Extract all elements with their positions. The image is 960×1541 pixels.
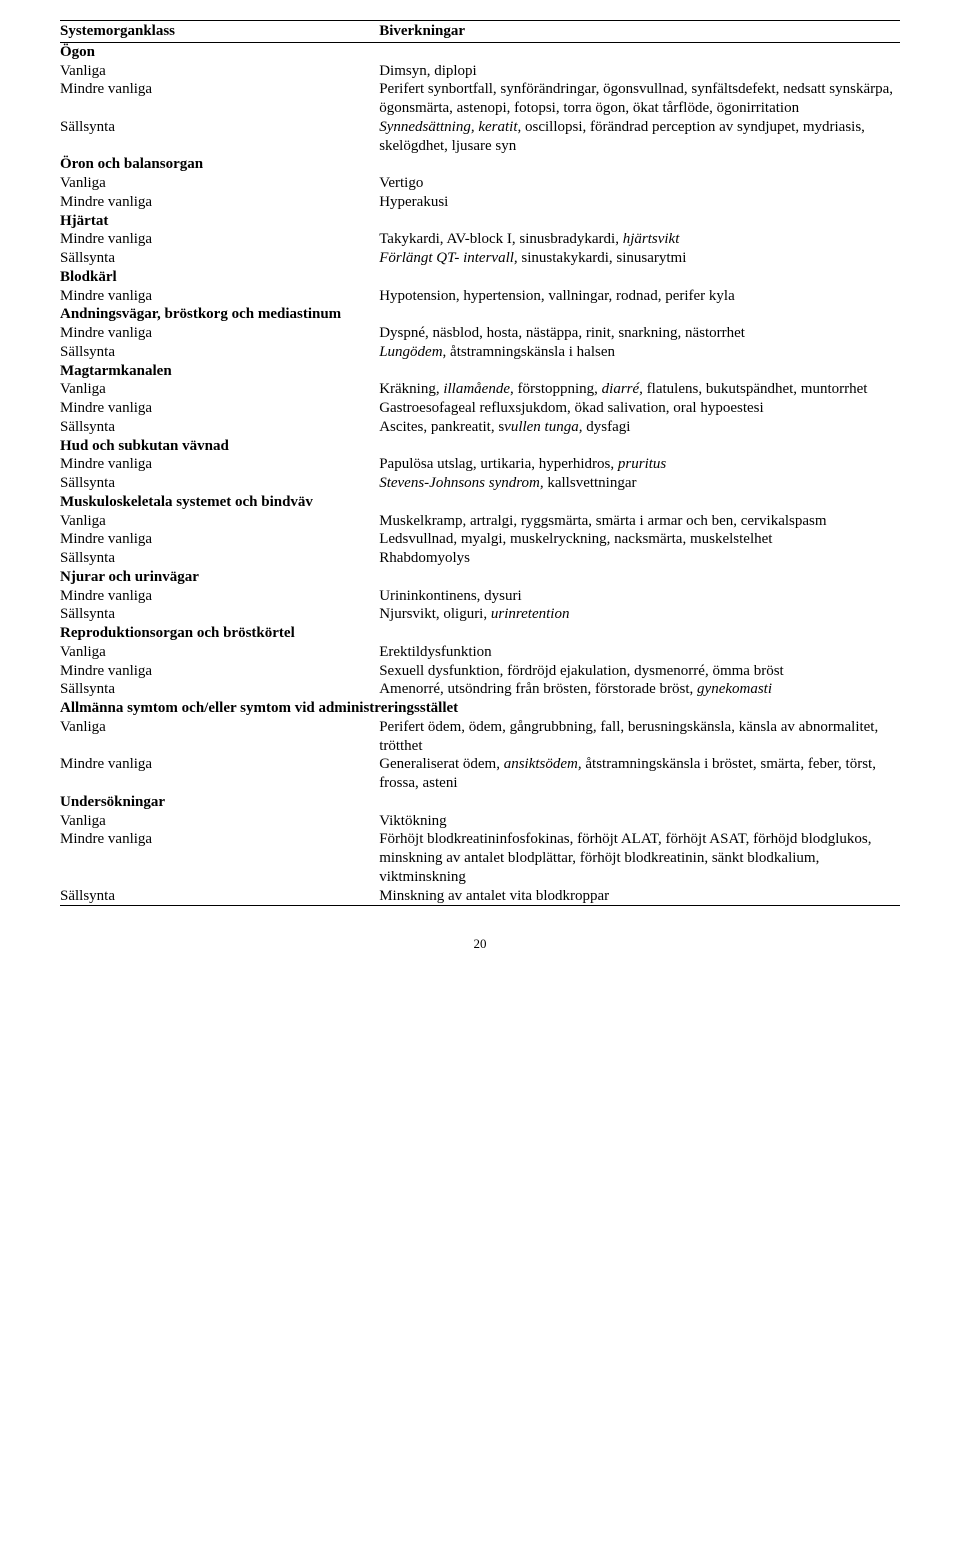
freq-text: Stevens-Johnsons syndrom, kallsvettninga… xyxy=(379,474,900,493)
freq-label: Sällsynta xyxy=(60,680,379,699)
freq-text: Perifert synbortfall, synförändringar, ö… xyxy=(379,80,900,118)
freq-label: Mindre vanliga xyxy=(60,230,379,249)
freq-text: Vertigo xyxy=(379,174,900,193)
freq-text: Ascites, pankreatit, svullen tunga, dysf… xyxy=(379,418,900,437)
freq-text: Förhöjt blodkreatininfosfokinas, förhöjt… xyxy=(379,830,900,886)
section-ogon: Ögon xyxy=(60,42,900,61)
freq-text: Gastroesofageal refluxsjukdom, ökad sali… xyxy=(379,399,900,418)
freq-label: Vanliga xyxy=(60,718,379,756)
section-muskul: Muskuloskeletala systemet och bindväv xyxy=(60,493,900,512)
freq-text: Sexuell dysfunktion, fördröjd ejakulatio… xyxy=(379,662,900,681)
section-njurar: Njurar och urinvägar xyxy=(60,568,900,587)
freq-text: Erektildysfunktion xyxy=(379,643,900,662)
page-number: 20 xyxy=(60,936,900,952)
freq-text: Kräkning, illamående, förstoppning, diar… xyxy=(379,380,900,399)
section-oron: Öron och balansorgan xyxy=(60,155,900,174)
section-blodkarl: Blodkärl xyxy=(60,268,900,287)
freq-text: Njursvikt, oliguri, urinretention xyxy=(379,605,900,624)
freq-label: Sällsynta xyxy=(60,887,379,906)
freq-text: Rhabdomyolys xyxy=(379,549,900,568)
freq-text: Urininkontinens, dysuri xyxy=(379,587,900,606)
freq-text: Dimsyn, diplopi xyxy=(379,62,900,81)
freq-label: Sällsynta xyxy=(60,605,379,624)
freq-label: Mindre vanliga xyxy=(60,287,379,306)
freq-text: Takykardi, AV-block I, sinusbradykardi, … xyxy=(379,230,900,249)
freq-label: Sällsynta xyxy=(60,418,379,437)
freq-text: Synnedsättning, keratit, oscillopsi, för… xyxy=(379,118,900,156)
freq-text: Muskelkramp, artralgi, ryggsmärta, smärt… xyxy=(379,512,900,531)
freq-text: Lungödem, åtstramningskänsla i halsen xyxy=(379,343,900,362)
freq-label: Mindre vanliga xyxy=(60,399,379,418)
freq-text: Amenorré, utsöndring från brösten, först… xyxy=(379,680,900,699)
freq-label: Vanliga xyxy=(60,812,379,831)
freq-text: Viktökning xyxy=(379,812,900,831)
freq-text: Dyspné, näsblod, hosta, nästäppa, rinit,… xyxy=(379,324,900,343)
freq-label: Mindre vanliga xyxy=(60,80,379,118)
freq-text: Ledsvullnad, myalgi, muskelryckning, nac… xyxy=(379,530,900,549)
freq-text: Hyperakusi xyxy=(379,193,900,212)
section-hud: Hud och subkutan vävnad xyxy=(60,437,900,456)
freq-label: Mindre vanliga xyxy=(60,324,379,343)
section-reprod: Reproduktionsorgan och bröstkörtel xyxy=(60,624,900,643)
freq-text: Hypotension, hypertension, vallningar, r… xyxy=(379,287,900,306)
freq-label: Mindre vanliga xyxy=(60,587,379,606)
freq-label: Vanliga xyxy=(60,512,379,531)
section-hjartat: Hjärtat xyxy=(60,212,900,231)
section-undersok: Undersökningar xyxy=(60,793,900,812)
freq-label: Vanliga xyxy=(60,62,379,81)
freq-label: Mindre vanliga xyxy=(60,755,379,793)
freq-label: Mindre vanliga xyxy=(60,193,379,212)
freq-label: Sällsynta xyxy=(60,474,379,493)
header-col1: Systemorganklass xyxy=(60,21,379,43)
freq-label: Mindre vanliga xyxy=(60,455,379,474)
freq-label: Sällsynta xyxy=(60,118,379,156)
section-magtarm: Magtarmkanalen xyxy=(60,362,900,381)
section-allman: Allmänna symtom och/eller symtom vid adm… xyxy=(60,699,900,718)
freq-label: Vanliga xyxy=(60,643,379,662)
freq-text: Papulösa utslag, urtikaria, hyperhidros,… xyxy=(379,455,900,474)
freq-label: Sällsynta xyxy=(60,549,379,568)
freq-label: Mindre vanliga xyxy=(60,662,379,681)
freq-text: Minskning av antalet vita blodkroppar xyxy=(379,887,900,906)
freq-label: Mindre vanliga xyxy=(60,530,379,549)
freq-label: Vanliga xyxy=(60,174,379,193)
freq-label: Sällsynta xyxy=(60,249,379,268)
header-col2: Biverkningar xyxy=(379,21,900,43)
freq-text: Generaliserat ödem, ansiktsödem, åtstram… xyxy=(379,755,900,793)
section-andning: Andningsvägar, bröstkorg och mediastinum xyxy=(60,305,900,324)
freq-text: Förlängt QT- intervall, sinustakykardi, … xyxy=(379,249,900,268)
freq-label: Sällsynta xyxy=(60,343,379,362)
freq-label: Vanliga xyxy=(60,380,379,399)
freq-label: Mindre vanliga xyxy=(60,830,379,886)
freq-text: Perifert ödem, ödem, gångrubbning, fall,… xyxy=(379,718,900,756)
adverse-reactions-table: Systemorganklass Biverkningar Ögon Vanli… xyxy=(60,20,900,906)
table-header: Systemorganklass Biverkningar xyxy=(60,21,900,43)
